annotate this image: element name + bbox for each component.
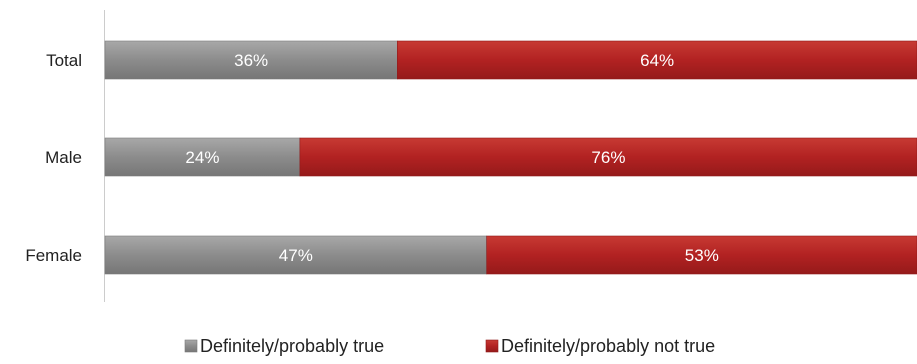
legend-label-series-0: Definitely/probably true <box>200 336 384 356</box>
data-label-female-series-1: 53% <box>685 246 719 265</box>
legend-swatch-series-1 <box>486 340 498 352</box>
data-label-total-series-0: 36% <box>234 51 268 70</box>
legend-swatch-series-0 <box>185 340 197 352</box>
category-label-female: Female <box>25 246 82 265</box>
category-label-total: Total <box>46 51 82 70</box>
data-label-female-series-0: 47% <box>279 246 313 265</box>
data-label-male-series-1: 76% <box>591 148 625 167</box>
data-label-male-series-0: 24% <box>185 148 219 167</box>
category-label-male: Male <box>45 148 82 167</box>
data-label-total-series-1: 64% <box>640 51 674 70</box>
legend-label-series-1: Definitely/probably not true <box>501 336 715 356</box>
